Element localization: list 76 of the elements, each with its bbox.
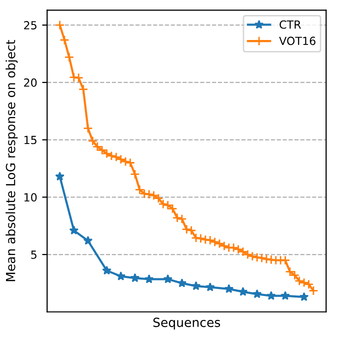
point <box>144 189 154 200</box>
point <box>299 292 309 302</box>
point <box>294 276 304 286</box>
point <box>285 266 295 277</box>
point <box>88 136 98 146</box>
point <box>69 226 79 234</box>
point <box>139 188 150 199</box>
point <box>102 266 112 275</box>
point <box>186 226 196 236</box>
legend-label: VOT16 <box>279 36 316 46</box>
point <box>97 145 107 155</box>
point <box>266 290 276 300</box>
point <box>154 193 164 204</box>
point <box>69 72 79 82</box>
point <box>177 214 187 224</box>
point <box>214 238 224 248</box>
y-tick-label: 10 <box>24 193 37 202</box>
point <box>280 290 290 300</box>
point <box>177 278 187 288</box>
y-tick-label: 20 <box>24 78 37 87</box>
point <box>252 289 262 298</box>
point <box>148 190 159 200</box>
y-axis-title: Mean absolute LoG response on object <box>6 40 18 282</box>
point <box>238 246 248 257</box>
point <box>196 234 206 244</box>
point <box>163 274 172 284</box>
point <box>252 252 262 262</box>
point <box>102 148 112 158</box>
point <box>83 236 93 245</box>
point <box>134 184 145 195</box>
point <box>205 282 215 292</box>
point <box>60 35 70 45</box>
point <box>191 233 201 243</box>
point <box>262 254 272 264</box>
point <box>130 273 140 282</box>
point <box>78 84 88 94</box>
point <box>54 20 65 30</box>
point <box>248 251 258 262</box>
point <box>233 244 244 254</box>
point <box>191 281 201 290</box>
point <box>299 278 309 288</box>
point <box>304 279 314 290</box>
point <box>290 270 300 280</box>
point <box>238 286 248 296</box>
legend-label: CTR <box>280 20 301 29</box>
point <box>83 123 93 134</box>
point <box>106 151 116 161</box>
y-tick-label: 5 <box>31 250 36 259</box>
point <box>224 284 234 293</box>
y-tick-label: 15 <box>24 136 36 144</box>
point <box>120 156 130 166</box>
point <box>74 72 84 83</box>
point <box>162 200 173 210</box>
point <box>242 250 253 260</box>
point <box>111 152 122 162</box>
y-tick-label: 25 <box>24 21 36 30</box>
point <box>168 204 178 214</box>
point <box>158 199 168 209</box>
point <box>205 235 215 246</box>
point <box>308 286 318 296</box>
point <box>256 253 267 263</box>
point <box>210 237 220 247</box>
x-axis-title: Sequences <box>153 318 220 330</box>
point <box>266 254 276 265</box>
point <box>219 241 230 251</box>
point <box>116 154 126 164</box>
point <box>182 224 192 234</box>
point <box>144 274 154 284</box>
point <box>125 158 136 168</box>
point <box>130 169 140 180</box>
point <box>64 52 74 62</box>
point <box>116 271 126 280</box>
point <box>55 172 64 181</box>
point <box>172 212 182 223</box>
point <box>92 142 102 152</box>
point <box>200 234 210 244</box>
